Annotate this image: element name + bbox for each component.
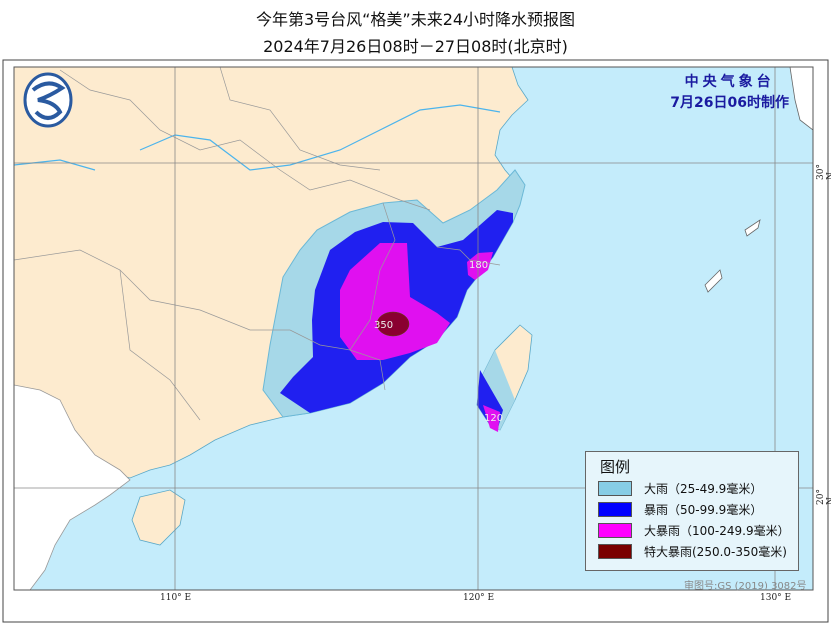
max-label-180: 180 (469, 260, 488, 271)
ryukyu-island (744, 219, 761, 237)
max-label-120: 120 (484, 413, 503, 424)
lat-label-20: 20° N (816, 489, 831, 505)
legend-swatch (598, 522, 632, 538)
cma-logo (23, 72, 73, 128)
legend-title: 图例 (600, 458, 631, 476)
legend-item: 暴雨（50-99.9毫米） (598, 501, 762, 517)
legend-label: 大雨（25-49.9毫米） (644, 481, 763, 496)
legend: 图例 大雨（25-49.9毫米） 暴雨（50-99.9毫米） 大暴雨（100-2… (585, 451, 799, 571)
province-border (349, 349, 386, 391)
lon-label-120: 120° E (463, 593, 495, 603)
ryukyu-island (704, 269, 723, 293)
province-border (436, 246, 501, 266)
province-border (219, 67, 381, 171)
outer-frame (2, 59, 829, 623)
agency-name: 中央气象台 (684, 74, 775, 90)
map-frame (13, 66, 814, 591)
approval-number: 审图号:GS (2019) 3082号 (684, 581, 807, 592)
province-border (289, 202, 396, 351)
legend-item: 大雨（25-49.9毫米） (598, 480, 762, 496)
rain-area-extreme (376, 311, 410, 337)
legend-label: 特大暴雨(250.0-350毫米) (644, 544, 787, 559)
map-title: 今年第3号台风“格美”未来24小时降水预报图 (255, 10, 576, 29)
legend-item: 大暴雨（100-249.9毫米） (598, 522, 790, 538)
legend-swatch (598, 543, 632, 559)
legend-swatch (598, 480, 632, 496)
legend-label: 大暴雨（100-249.9毫米） (644, 523, 790, 538)
japan-islands (789, 67, 813, 131)
issue-time: 7月26日06时制作 (670, 95, 789, 111)
province-border (14, 249, 290, 331)
river (139, 104, 501, 171)
legend-item: 特大暴雨(250.0-350毫米) (598, 543, 787, 559)
lat-label-30: 30° N (816, 164, 831, 180)
max-value-labels: 350 180 120 (374, 260, 503, 424)
taiwan-rain-heavy-rainstorm (483, 405, 500, 432)
rain-area-heavy-rainstorm-ne (467, 252, 493, 280)
lon-label-130: 130° E (760, 593, 792, 603)
foreign-land (14, 384, 131, 590)
max-label-350: 350 (374, 320, 393, 331)
hainan-island (131, 489, 186, 546)
province-border (59, 69, 431, 211)
legend-label: 暴雨（50-99.9毫米） (644, 502, 763, 517)
map-subtitle: 2024年7月26日08时－27日08时(北京时) (263, 37, 568, 56)
lon-label-110: 110° E (160, 593, 192, 603)
agency-block: 中央气象台 7月26日06时制作 (670, 72, 789, 114)
legend-swatch (598, 501, 632, 517)
rain-area-heavy-rainstorm (340, 243, 450, 360)
province-border (119, 269, 201, 421)
